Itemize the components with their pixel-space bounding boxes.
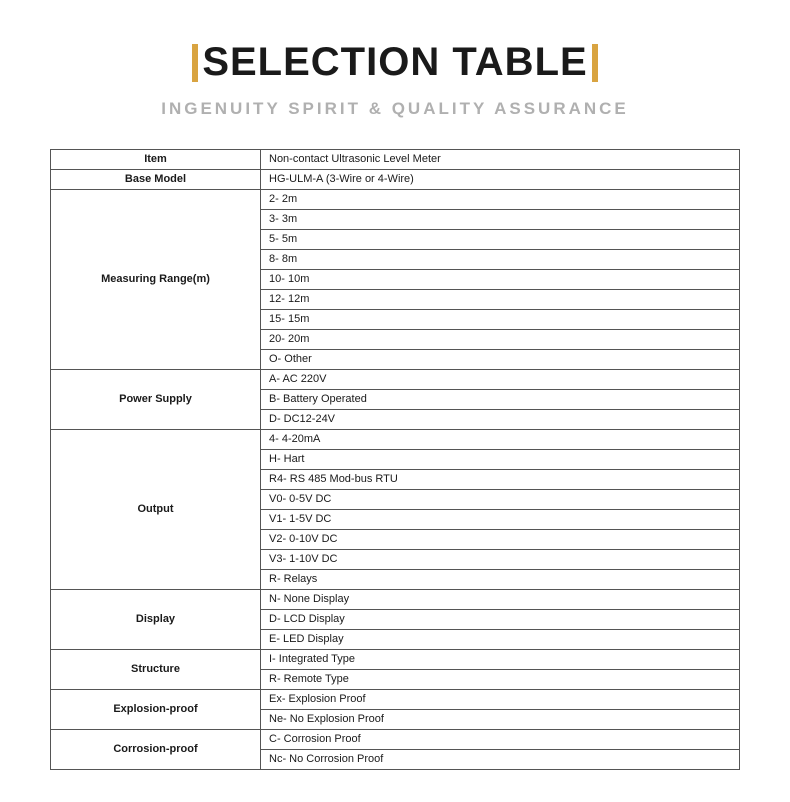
- table-value-cell: N- None Display: [261, 589, 740, 609]
- page-subtitle: INGENUITY SPIRIT & QUALITY ASSURANCE: [50, 99, 740, 119]
- table-value-cell: A- AC 220V: [261, 369, 740, 389]
- table-value-cell: Non-contact Ultrasonic Level Meter: [261, 149, 740, 169]
- table-value-cell: R- Remote Type: [261, 669, 740, 689]
- table-row: DisplayN- None Display: [51, 589, 740, 609]
- table-value-cell: 20- 20m: [261, 329, 740, 349]
- selection-table: ItemNon-contact Ultrasonic Level MeterBa…: [50, 149, 740, 770]
- table-value-cell: R4- RS 485 Mod-bus RTU: [261, 469, 740, 489]
- table-value-cell: 12- 12m: [261, 289, 740, 309]
- table-value-cell: Ne- No Explosion Proof: [261, 709, 740, 729]
- table-value-cell: V3- 1-10V DC: [261, 549, 740, 569]
- title-wrapper: SELECTION TABLE: [192, 40, 597, 85]
- table-value-cell: E- LED Display: [261, 629, 740, 649]
- table-row: Corrosion-proofC- Corrosion Proof: [51, 729, 740, 749]
- table-value-cell: I- Integrated Type: [261, 649, 740, 669]
- table-value-cell: Nc- No Corrosion Proof: [261, 749, 740, 769]
- table-row: StructureI- Integrated Type: [51, 649, 740, 669]
- table-label-cell: Corrosion-proof: [51, 729, 261, 769]
- table-label-cell: Structure: [51, 649, 261, 689]
- table-value-cell: V1- 1-5V DC: [261, 509, 740, 529]
- table-value-cell: 10- 10m: [261, 269, 740, 289]
- selection-table-container: ItemNon-contact Ultrasonic Level MeterBa…: [50, 149, 740, 770]
- table-value-cell: R- Relays: [261, 569, 740, 589]
- table-label-cell: Power Supply: [51, 369, 261, 429]
- table-value-cell: O- Other: [261, 349, 740, 369]
- table-value-cell: HG-ULM-A (3-Wire or 4-Wire): [261, 169, 740, 189]
- header: SELECTION TABLE INGENUITY SPIRIT & QUALI…: [50, 40, 740, 119]
- table-value-cell: 2- 2m: [261, 189, 740, 209]
- table-label-cell: Explosion-proof: [51, 689, 261, 729]
- table-value-cell: 5- 5m: [261, 229, 740, 249]
- table-label-cell: Output: [51, 429, 261, 589]
- table-value-cell: C- Corrosion Proof: [261, 729, 740, 749]
- table-value-cell: D- LCD Display: [261, 609, 740, 629]
- table-value-cell: V2- 0-10V DC: [261, 529, 740, 549]
- table-value-cell: D- DC12-24V: [261, 409, 740, 429]
- table-row: ItemNon-contact Ultrasonic Level Meter: [51, 149, 740, 169]
- table-row: Output4- 4-20mA: [51, 429, 740, 449]
- table-value-cell: 8- 8m: [261, 249, 740, 269]
- table-value-cell: 4- 4-20mA: [261, 429, 740, 449]
- title-bar-right: [592, 44, 598, 82]
- table-value-cell: H- Hart: [261, 449, 740, 469]
- table-value-cell: B- Battery Operated: [261, 389, 740, 409]
- table-label-cell: Item: [51, 149, 261, 169]
- table-value-cell: 3- 3m: [261, 209, 740, 229]
- table-value-cell: Ex- Explosion Proof: [261, 689, 740, 709]
- table-label-cell: Base Model: [51, 169, 261, 189]
- table-value-cell: 15- 15m: [261, 309, 740, 329]
- table-value-cell: V0- 0-5V DC: [261, 489, 740, 509]
- table-row: Power SupplyA- AC 220V: [51, 369, 740, 389]
- table-label-cell: Display: [51, 589, 261, 649]
- table-label-cell: Measuring Range(m): [51, 189, 261, 369]
- page-title: SELECTION TABLE: [198, 40, 591, 85]
- table-row: Measuring Range(m)2- 2m: [51, 189, 740, 209]
- table-row: Base ModelHG-ULM-A (3-Wire or 4-Wire): [51, 169, 740, 189]
- table-row: Explosion-proofEx- Explosion Proof: [51, 689, 740, 709]
